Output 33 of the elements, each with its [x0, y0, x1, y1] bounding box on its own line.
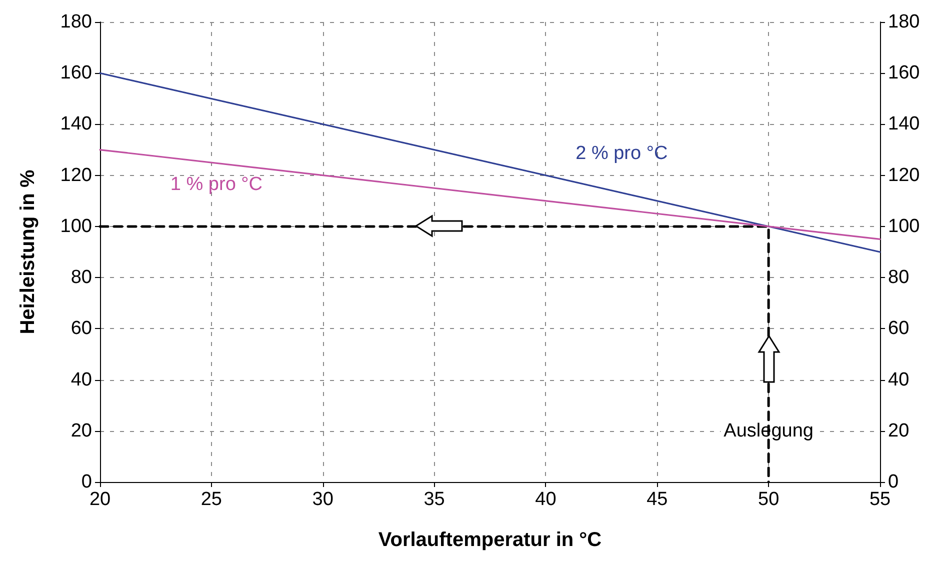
y-tick-label: 20: [70, 420, 92, 442]
x-tick-label: 20: [89, 489, 111, 510]
y-tick-label: 80: [70, 267, 92, 288]
x-tick-label: 30: [312, 489, 334, 510]
y2-tick-label: 100: [888, 216, 920, 237]
y2-tick-label: 20: [888, 420, 910, 442]
series-label: 1 % pro °C: [170, 174, 262, 195]
y-tick-label: 40: [70, 369, 92, 390]
x-axis-title: Vorlauftemperatur in °C: [378, 529, 602, 551]
y2-tick-label: 120: [888, 164, 920, 186]
y2-tick-label: 40: [888, 369, 910, 390]
y2-tick-label: 0: [888, 472, 899, 492]
y2-tick-label: 160: [888, 62, 920, 84]
y-tick-label: 0: [81, 472, 92, 492]
y-tick-label: 120: [60, 164, 92, 186]
x-tick-label: 55: [869, 489, 891, 510]
y-axis-title: Heizleistung in %: [17, 170, 39, 334]
annotation: Auslegung: [724, 420, 814, 442]
series-label: 2 % pro °C: [576, 143, 668, 164]
x-tick-label: 35: [424, 489, 445, 510]
y2-tick-label: 80: [888, 267, 910, 288]
y-tick-label: 100: [60, 216, 92, 237]
y2-tick-label: 180: [888, 12, 920, 32]
y-tick-label: 60: [70, 318, 92, 340]
x-tick-label: 25: [200, 489, 222, 510]
y2-tick-label: 140: [888, 114, 920, 135]
x-tick-label: 50: [758, 489, 780, 510]
x-tick-label: 40: [535, 489, 556, 510]
x-tick-label: 45: [646, 489, 668, 510]
y-tick-label: 140: [60, 114, 92, 135]
y2-tick-label: 60: [888, 318, 910, 340]
y-tick-label: 160: [60, 62, 92, 84]
y-tick-label: 180: [60, 12, 92, 32]
